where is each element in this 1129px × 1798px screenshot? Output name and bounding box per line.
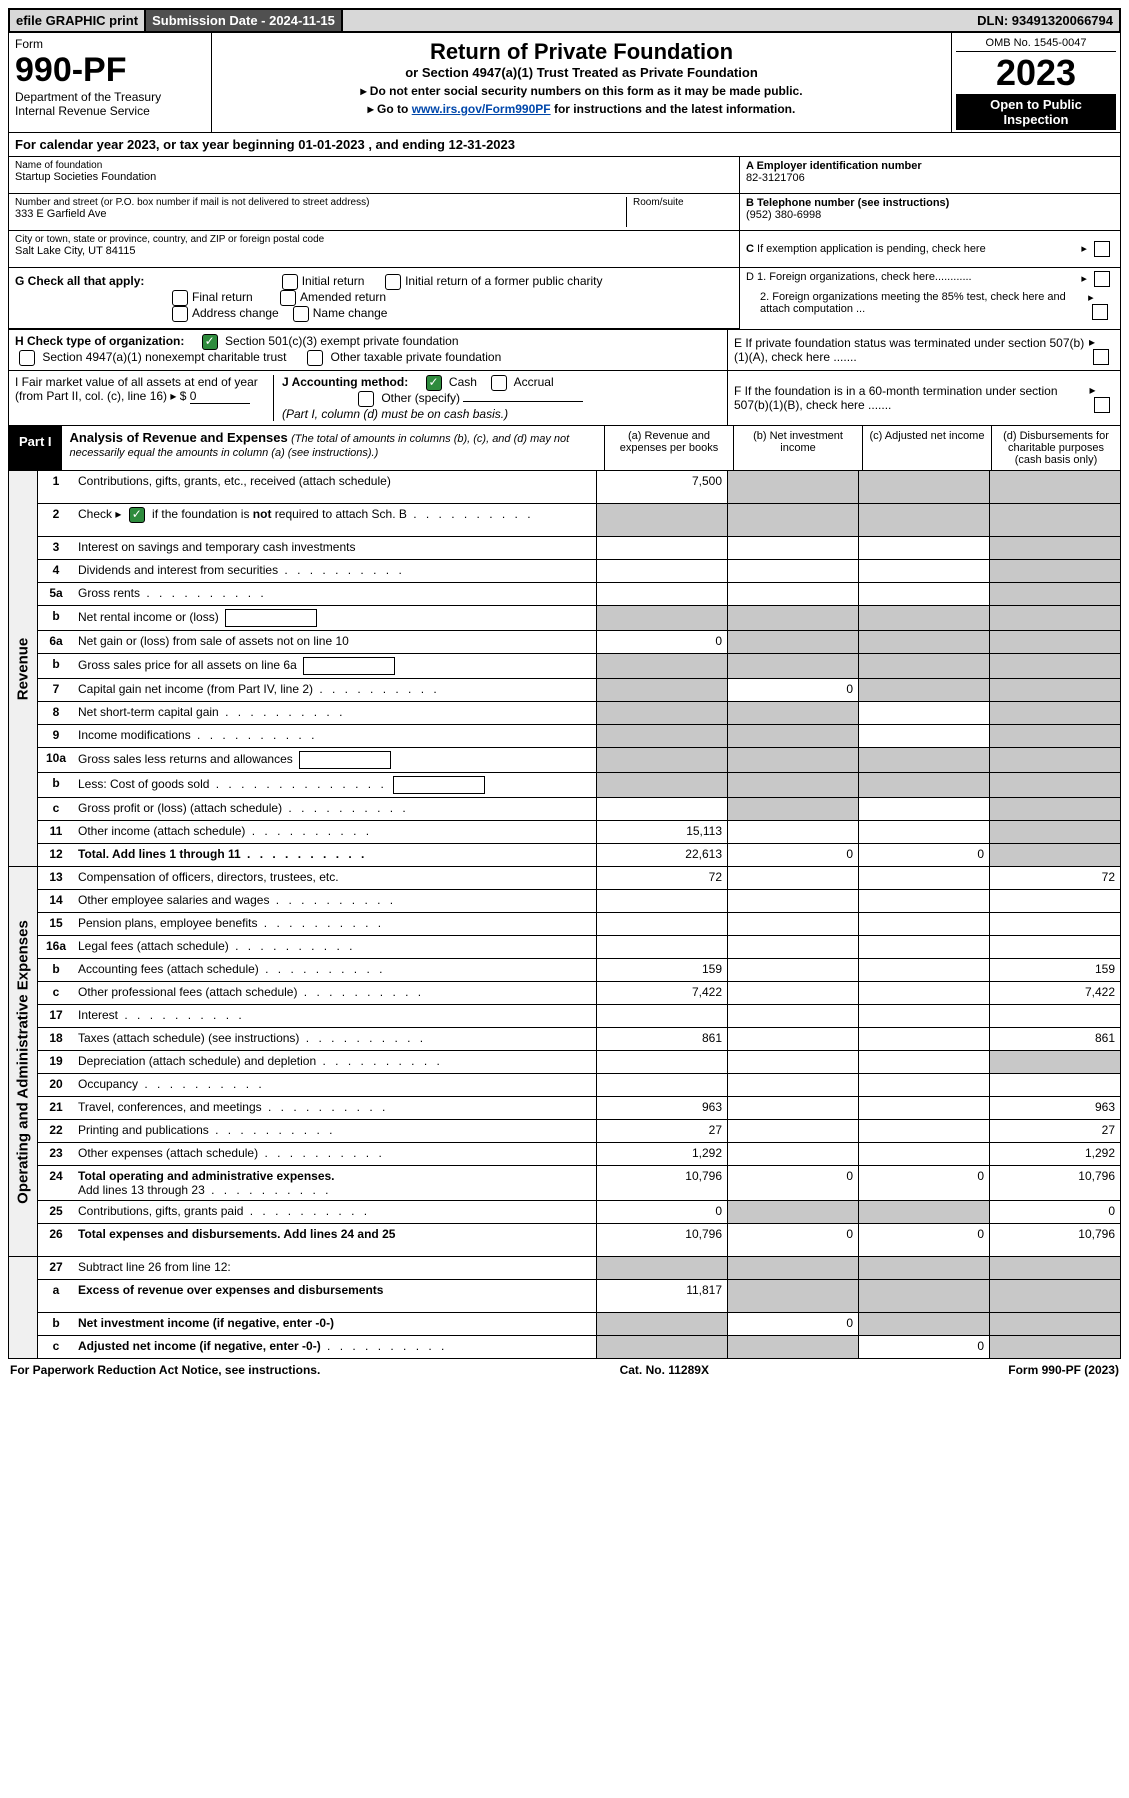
- expenses-side-label: Operating and Administrative Expenses: [15, 920, 32, 1204]
- irs-link[interactable]: www.irs.gov/Form990PF: [412, 102, 551, 116]
- form-ref: Form 990-PF (2023): [1008, 1363, 1119, 1377]
- sch-b-checkbox[interactable]: [129, 507, 145, 523]
- form-subtitle: or Section 4947(a)(1) Trust Treated as P…: [222, 65, 941, 80]
- d1-checkbox[interactable]: [1094, 271, 1110, 287]
- room-label: Room/suite: [633, 197, 733, 208]
- dln-label: DLN: 93491320066794: [971, 10, 1119, 31]
- foundation-name: Startup Societies Foundation: [15, 171, 733, 183]
- amended-return-checkbox[interactable]: [280, 290, 296, 306]
- line-27-table: 27Subtract line 26 from line 12: aExcess…: [8, 1257, 1121, 1359]
- d1-label: D 1. Foreign organizations, check here..…: [746, 271, 972, 287]
- col-d-header: (d) Disbursements for charitable purpose…: [991, 426, 1120, 470]
- other-taxable-checkbox[interactable]: [307, 350, 323, 366]
- form-header: Form 990-PF Department of the Treasury I…: [8, 33, 1121, 133]
- section-i-j-f: I Fair market value of all assets at end…: [8, 371, 1121, 426]
- tax-year: 2023: [956, 52, 1116, 94]
- initial-return-former-checkbox[interactable]: [385, 274, 401, 290]
- top-bar: efile GRAPHIC print Submission Date - 20…: [8, 8, 1121, 33]
- 4947-checkbox[interactable]: [19, 350, 35, 366]
- name-change-checkbox[interactable]: [293, 306, 309, 322]
- open-inspection: Open to Public Inspection: [956, 94, 1116, 130]
- form-title: Return of Private Foundation: [222, 39, 941, 65]
- phone-value: (952) 380-6998: [746, 209, 821, 221]
- instr-1: ▸ Do not enter social security numbers o…: [222, 84, 941, 98]
- ein-label: A Employer identification number: [746, 160, 922, 172]
- col-c-header: (c) Adjusted net income: [862, 426, 991, 470]
- instr-2: ▸ Go to www.irs.gov/Form990PF for instru…: [222, 102, 941, 116]
- final-return-checkbox[interactable]: [172, 290, 188, 306]
- expenses-table: Operating and Administrative Expenses 13…: [8, 867, 1121, 1257]
- d2-label: 2. Foreign organizations meeting the 85%…: [746, 291, 1088, 320]
- irs-label: Internal Revenue Service: [15, 104, 205, 118]
- efile-label: efile GRAPHIC print: [10, 10, 144, 31]
- col-a-header: (a) Revenue and expenses per books: [604, 426, 733, 470]
- f-label: F If the foundation is in a 60-month ter…: [734, 384, 1090, 412]
- calendar-year-line: For calendar year 2023, or tax year begi…: [8, 133, 1121, 157]
- revenue-table: Revenue 1Contributions, gifts, grants, e…: [8, 471, 1121, 867]
- section-g: G Check all that apply: Initial return I…: [9, 268, 739, 329]
- info-grid: Name of foundation Startup Societies Fou…: [8, 157, 1121, 330]
- e-label: E If private foundation status was termi…: [734, 336, 1089, 364]
- paperwork-notice: For Paperwork Reduction Act Notice, see …: [10, 1363, 320, 1377]
- accrual-checkbox[interactable]: [491, 375, 507, 391]
- address-change-checkbox[interactable]: [172, 306, 188, 322]
- omb-number: OMB No. 1545-0047: [956, 35, 1116, 52]
- i-value: 0: [190, 389, 250, 404]
- c-checkbox[interactable]: [1094, 241, 1110, 257]
- other-method-checkbox[interactable]: [358, 391, 374, 407]
- part-i-header: Part I Analysis of Revenue and Expenses …: [8, 426, 1121, 471]
- city-state-zip: Salt Lake City, UT 84115: [15, 245, 733, 257]
- revenue-side-label: Revenue: [15, 637, 32, 700]
- dept-treasury: Department of the Treasury: [15, 90, 205, 104]
- form-number: 990-PF: [15, 51, 205, 90]
- form-word: Form: [15, 37, 205, 51]
- 501c3-checkbox[interactable]: [202, 334, 218, 350]
- cash-checkbox[interactable]: [426, 375, 442, 391]
- cat-no: Cat. No. 11289X: [620, 1363, 709, 1377]
- submission-date: Submission Date - 2024-11-15: [144, 10, 343, 31]
- city-label: City or town, state or province, country…: [15, 234, 733, 245]
- page-footer: For Paperwork Reduction Act Notice, see …: [8, 1359, 1121, 1381]
- col-b-header: (b) Net investment income: [733, 426, 862, 470]
- part-i-label: Part I: [9, 426, 62, 470]
- d2-checkbox[interactable]: [1092, 304, 1108, 320]
- initial-return-checkbox[interactable]: [282, 274, 298, 290]
- street-address: 333 E Garfield Ave: [15, 208, 620, 220]
- section-h-e: H Check type of organization: Section 50…: [8, 330, 1121, 371]
- e-checkbox[interactable]: [1093, 349, 1109, 365]
- phone-label: B Telephone number (see instructions): [746, 197, 949, 209]
- addr-label: Number and street (or P.O. box number if…: [15, 197, 620, 208]
- name-label: Name of foundation: [15, 160, 733, 171]
- ein-value: 82-3121706: [746, 172, 805, 184]
- c-label: If exemption application is pending, che…: [757, 243, 986, 255]
- j-note: (Part I, column (d) must be on cash basi…: [282, 407, 508, 421]
- f-checkbox[interactable]: [1094, 397, 1110, 413]
